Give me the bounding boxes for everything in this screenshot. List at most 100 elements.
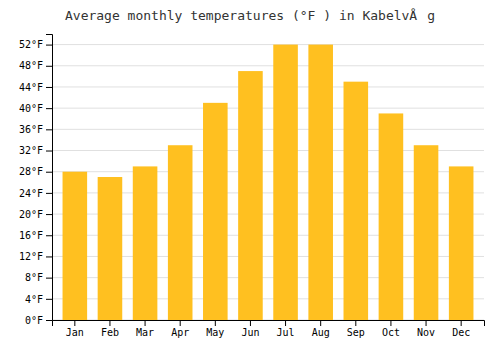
y-tick-label: 28°F [19, 166, 43, 177]
x-tick-mark [355, 320, 356, 326]
y-tick-label: 32°F [19, 145, 43, 156]
y-tick: 20°F [19, 209, 52, 220]
y-tick-mark [46, 45, 52, 46]
x-tick-label: Mar [136, 327, 154, 338]
y-tick-mark [46, 66, 52, 67]
x-tick-label: Jan [66, 327, 84, 338]
x-tick-label: Aug [312, 327, 330, 338]
y-tick-mark [46, 214, 52, 215]
y-tick-label: 20°F [19, 209, 43, 220]
y-axis: 0°F 4°F 8°F 12°F 16°F 20°F 24°F 28°F 32°F 36°F 40°… [19, 35, 53, 326]
y-tick: 32°F [19, 145, 52, 156]
y-tick-mark [46, 172, 52, 173]
y-tick: 16°F [19, 230, 52, 241]
chart: JanFebMarAprMayJunJulAugSepOctNovDec0°F4… [0, 0, 500, 350]
y-tick-mark [46, 151, 52, 152]
y-tick-label: 24°F [19, 188, 43, 199]
x-axis-line [53, 321, 485, 327]
y-tick: 8°F [25, 272, 52, 283]
y-tick-label: 52°F [19, 39, 43, 50]
grid-line [52, 108, 484, 109]
x-tick-label: May [206, 327, 224, 338]
x-tick-label: Apr [171, 327, 189, 338]
grid-line [52, 86, 484, 87]
y-tick-mark [46, 129, 52, 130]
x-tick: Jun [241, 320, 259, 338]
bar [414, 145, 439, 320]
y-tick-mark [46, 278, 52, 279]
x-tick: Sep [347, 320, 365, 338]
y-tick: 28°F [19, 166, 52, 177]
grid-line [52, 44, 484, 45]
y-tick-mark [46, 320, 52, 321]
y-tick-label: 16°F [19, 230, 43, 241]
x-tick-mark [320, 320, 321, 326]
x-tick-label: Jun [241, 327, 259, 338]
bar [273, 45, 298, 320]
bar [133, 166, 158, 320]
y-tick: 4°F [25, 294, 52, 305]
x-tick-mark [180, 320, 181, 326]
x-tick: Oct [382, 320, 400, 338]
x-tick: Aug [312, 320, 330, 338]
y-tick-label: 48°F [19, 60, 43, 71]
bar [449, 166, 474, 320]
bar [344, 82, 369, 320]
y-tick: 36°F [19, 124, 52, 135]
x-tick-mark [390, 320, 391, 326]
grid-line [52, 129, 484, 130]
x-tick: Dec [452, 320, 470, 338]
x-tick-label: Oct [382, 327, 400, 338]
bars [63, 45, 474, 320]
bar [63, 172, 88, 320]
y-tick: 12°F [19, 251, 52, 262]
bar [203, 103, 228, 320]
y-tick-label: 4°F [25, 294, 43, 305]
bar [379, 113, 404, 320]
y-tick-label: 36°F [19, 124, 43, 135]
bar [238, 71, 263, 320]
y-tick-label: 8°F [25, 272, 43, 283]
y-tick-mark [46, 108, 52, 109]
x-tick-label: Feb [101, 327, 119, 338]
y-tick-label: 12°F [19, 251, 43, 262]
y-tick: 24°F [19, 188, 52, 199]
y-tick: 48°F [19, 60, 52, 71]
y-tick-label: 44°F [19, 82, 43, 93]
x-tick-label: Jul [277, 327, 295, 338]
title: Average monthly temperatures (°F ) in Ka… [65, 8, 435, 23]
y-tick-label: 40°F [19, 103, 43, 114]
x-tick-mark [250, 320, 251, 326]
x-tick-label: Sep [347, 327, 365, 338]
y-tick: 0°F [25, 315, 52, 326]
x-tick-mark [285, 320, 286, 326]
y-tick-label: 0°F [25, 315, 43, 326]
y-tick-mark [46, 256, 52, 257]
y-tick-mark [46, 87, 52, 88]
x-tick-mark [215, 320, 216, 326]
x-tick-label: Dec [452, 327, 470, 338]
grid [52, 45, 484, 320]
y-tick: 44°F [19, 82, 52, 93]
x-tick-mark [109, 320, 110, 326]
plot: JanFebMarAprMayJunJulAugSepOctNovDec0°F4… [19, 35, 485, 339]
x-tick: Jan [66, 320, 84, 338]
bar [308, 45, 333, 320]
x-tick-mark [145, 320, 146, 326]
y-tick-mark [46, 235, 52, 236]
y-tick-mark [46, 193, 52, 194]
x-tick: Apr [171, 320, 189, 338]
grid-line [52, 65, 484, 66]
x-tick: Jul [277, 320, 295, 338]
x-tick-mark [426, 320, 427, 326]
y-tick: 52°F [19, 39, 52, 50]
x-tick: May [206, 320, 224, 338]
x-tick: Feb [101, 320, 119, 338]
x-axis: JanFebMarAprMayJunJulAugSepOctNovDec [53, 320, 485, 338]
y-axis-line [46, 35, 53, 321]
bar [168, 145, 193, 320]
x-tick-mark [74, 320, 75, 326]
y-tick: 40°F [19, 103, 52, 114]
x-tick-mark [461, 320, 462, 326]
bar [98, 177, 123, 320]
